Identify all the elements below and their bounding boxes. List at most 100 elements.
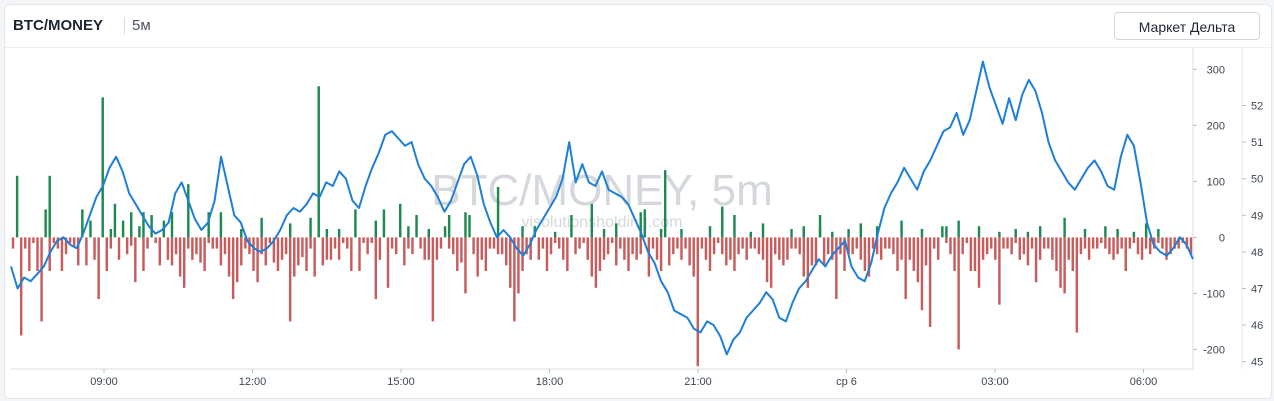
delta-bar-positive [288,223,292,238]
delta-price-chart[interactable]: BTC/MONEY, 5mvisolutionsholding.com30020… [5,5,1271,398]
delta-bar [134,237,137,283]
delta-bar [170,237,174,266]
delta-bar [488,237,492,249]
delta-bar-positive [407,226,410,238]
delta-bar [985,237,989,255]
delta-bar [924,237,928,266]
delta-bar [1104,237,1107,249]
delta-bar [790,237,793,249]
delta-bar [146,237,149,249]
delta-bar [378,237,382,260]
delta-bar-positive [659,229,663,238]
delta-bar [1153,237,1156,249]
delta-bar [1002,237,1005,249]
delta-bar [309,237,312,249]
delta-bar [284,237,288,255]
delta-axis-tick: 200 [1207,120,1225,132]
delta-bar [215,237,219,249]
delta-bar [297,237,300,266]
chart-header: BTC/MONEY 5м Маркет Дельта [5,5,1271,48]
delta-bar [668,237,671,266]
delta-bar [1095,237,1099,249]
delta-bar [610,237,614,243]
delta-bar [721,237,724,255]
delta-bar [374,237,378,299]
delta-bar [439,237,443,249]
delta-bar [44,209,47,238]
delta-bar [647,237,651,277]
delta-bar-positive [109,229,113,238]
delta-bar-positive [1104,226,1107,238]
delta-bar [863,237,867,271]
delta-bar [1157,237,1160,243]
delta-bar [456,237,459,271]
delta-axis-tick: -200 [1203,344,1225,356]
delta-bar [492,237,496,249]
delta-bar [93,237,96,260]
delta-bar [835,237,838,299]
delta-bar [1075,237,1079,333]
delta-bar [578,237,581,249]
delta-bar [814,237,818,266]
delta-bar [97,237,100,299]
delta-bar [1185,237,1189,249]
delta-bar-positive [639,212,642,238]
delta-bar [142,237,145,271]
delta-bar [716,237,720,243]
delta-bar [40,237,43,322]
delta-bar [484,237,488,271]
delta-bar-positive [240,229,243,238]
delta-bar-positive [1144,223,1148,238]
delta-bar [965,237,969,243]
delta-bar [973,237,977,271]
delta-bar-positive [309,217,312,238]
delta-bar [354,209,357,238]
delta-bar [333,237,337,249]
delta-bar [627,237,630,271]
delta-bar [28,237,31,271]
delta-bar [346,237,349,249]
delta-axis-tick: -100 [1203,288,1225,300]
delta-bar [798,237,801,255]
delta-bar [1091,237,1095,249]
delta-bar-positive [337,229,341,238]
interval-selector[interactable]: 5м [132,17,151,34]
price-axis-tick: 47 [1251,284,1263,296]
delta-bar-positive [957,220,960,238]
delta-bar [248,237,251,255]
delta-bar-positive [1083,229,1087,238]
delta-bar [341,237,345,243]
delta-bar [500,237,504,255]
price-axis-tick: 48 [1251,247,1263,259]
delta-bar [362,237,365,243]
delta-bar [1018,237,1021,260]
delta-bar [419,237,422,249]
delta-bar [529,237,532,260]
delta-bar [89,220,92,238]
delta-bar [64,237,68,255]
delta-bar [370,237,373,243]
delta-bar [15,175,19,238]
delta-bar [753,237,757,249]
delta-bar [981,237,985,260]
delta-bar-positive [1026,231,1030,238]
delta-bar-positive [1157,229,1160,238]
price-axis-tick: 49 [1251,210,1263,222]
delta-bar [623,237,626,260]
delta-bar [525,237,528,255]
delta-bar [700,237,704,249]
delta-bar [741,237,744,249]
delta-bar [394,237,398,255]
delta-bar-positive [142,212,145,238]
delta-bar [977,237,981,288]
delta-bar [113,203,117,238]
delta-bar [223,237,227,255]
delta-bar [659,237,663,271]
delta-bar [562,237,565,260]
delta-bar [117,237,121,260]
delta-bar-positive [1116,229,1119,238]
market-delta-button[interactable]: Маркет Дельта [1114,12,1260,40]
delta-bar [1112,237,1115,260]
delta-bar [1047,237,1050,249]
delta-bar [998,237,1001,305]
